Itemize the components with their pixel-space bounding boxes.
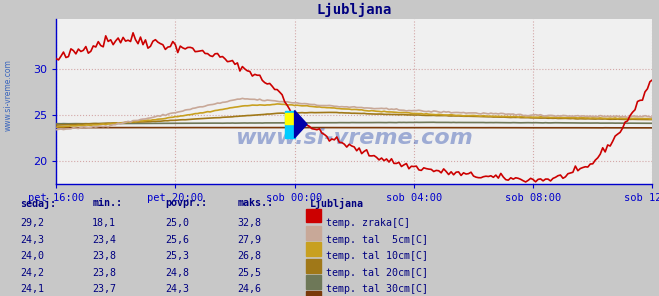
Text: 24,6: 24,6 <box>237 284 261 294</box>
Text: 24,3: 24,3 <box>165 284 188 294</box>
Bar <box>306 242 321 255</box>
Text: sedaj:: sedaj: <box>20 198 56 209</box>
Text: min.:: min.: <box>92 198 123 208</box>
Text: 29,2: 29,2 <box>20 218 43 228</box>
Text: 23,4: 23,4 <box>92 235 116 245</box>
Bar <box>306 226 321 239</box>
Text: Ljubljana: Ljubljana <box>310 198 364 209</box>
Text: 23,8: 23,8 <box>92 268 116 278</box>
Bar <box>306 275 321 289</box>
Text: 23,8: 23,8 <box>92 251 116 261</box>
Polygon shape <box>295 110 307 138</box>
Text: 24,1: 24,1 <box>20 284 43 294</box>
Text: povpr.:: povpr.: <box>165 198 207 208</box>
Text: 24,3: 24,3 <box>20 235 43 245</box>
Bar <box>285 110 295 138</box>
Text: 24,0: 24,0 <box>20 251 43 261</box>
Text: maks.:: maks.: <box>237 198 273 208</box>
Text: temp. tal  5cm[C]: temp. tal 5cm[C] <box>326 235 428 245</box>
Text: 26,8: 26,8 <box>237 251 261 261</box>
Text: temp. zraka[C]: temp. zraka[C] <box>326 218 410 228</box>
Bar <box>306 259 321 273</box>
Text: 25,5: 25,5 <box>237 268 261 278</box>
Text: temp. tal 20cm[C]: temp. tal 20cm[C] <box>326 268 428 278</box>
Title: Ljubljana: Ljubljana <box>316 3 392 17</box>
Text: temp. tal 10cm[C]: temp. tal 10cm[C] <box>326 251 428 261</box>
Text: 27,9: 27,9 <box>237 235 261 245</box>
Text: 23,7: 23,7 <box>92 284 116 294</box>
Text: 18,1: 18,1 <box>92 218 116 228</box>
Text: www.si-vreme.com: www.si-vreme.com <box>3 59 13 131</box>
Bar <box>285 113 295 124</box>
Bar <box>306 209 321 223</box>
Text: temp. tal 30cm[C]: temp. tal 30cm[C] <box>326 284 428 294</box>
Text: www.si-vreme.com: www.si-vreme.com <box>235 128 473 147</box>
Text: 25,0: 25,0 <box>165 218 188 228</box>
Text: 24,8: 24,8 <box>165 268 188 278</box>
Text: 25,6: 25,6 <box>165 235 188 245</box>
Text: 32,8: 32,8 <box>237 218 261 228</box>
Bar <box>306 291 321 296</box>
Text: 25,3: 25,3 <box>165 251 188 261</box>
Text: 24,2: 24,2 <box>20 268 43 278</box>
